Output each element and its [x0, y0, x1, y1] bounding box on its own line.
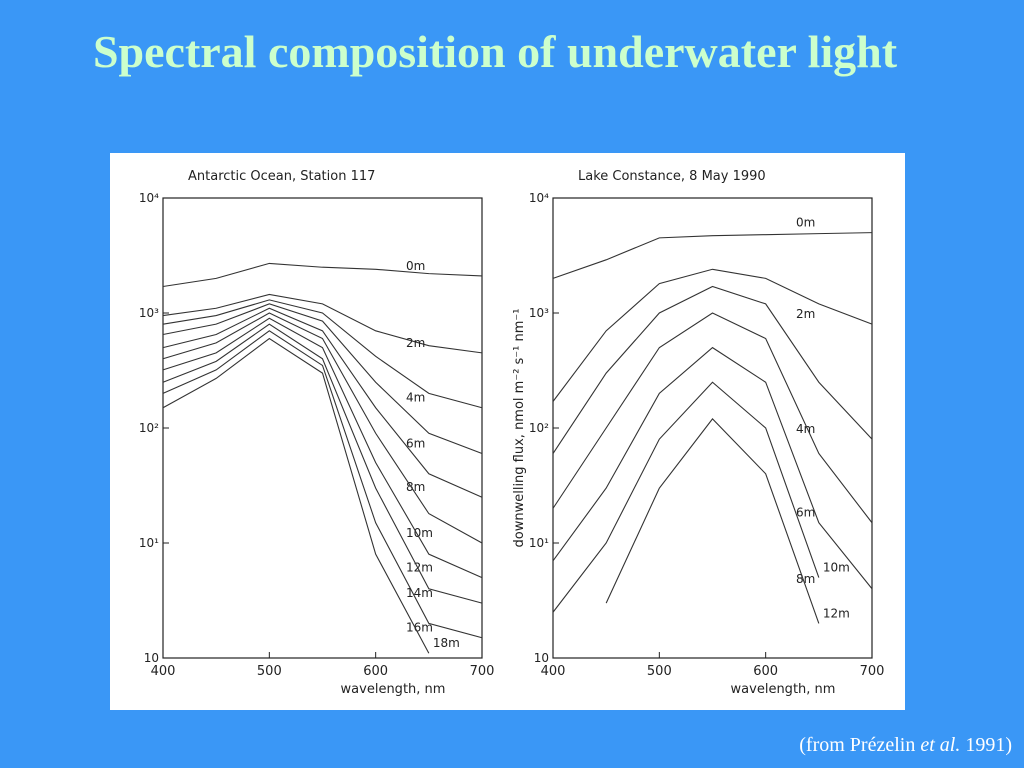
depth-label: 2m: [406, 336, 425, 350]
x-tick-label: 500: [647, 664, 672, 679]
depth-label: 10m: [823, 561, 850, 575]
spectrum-line: [552, 381, 820, 613]
y-tick-label: 10³: [139, 306, 159, 320]
spectrum-line: [162, 303, 483, 455]
spectrum-line: [552, 285, 873, 454]
x-tick-label: 500: [257, 664, 282, 679]
depth-label: 4m: [796, 422, 815, 436]
spectrum-line: [162, 312, 483, 544]
depth-label: 8m: [406, 480, 425, 494]
x-tick-label: 700: [470, 664, 495, 679]
x-axis-label: wavelength, nm: [341, 682, 446, 697]
spectrum-line: [552, 232, 873, 279]
figure: Antarctic Ocean, Station 117 wavelength, …: [110, 153, 905, 710]
chart-title: Lake Constance, 8 May 1990: [578, 169, 766, 184]
spectrum-line: [162, 307, 483, 498]
spectrum-line: [552, 346, 873, 590]
spectrum-line: [162, 299, 483, 409]
depth-label: 2m: [796, 307, 815, 321]
depth-label: 12m: [823, 606, 850, 620]
depth-label: 0m: [406, 259, 425, 273]
citation-text: 1991): [960, 734, 1012, 756]
x-tick-label: 600: [363, 664, 388, 679]
depth-label: 14m: [406, 586, 433, 600]
depth-label: 6m: [796, 506, 815, 520]
y-tick-label: 10¹: [529, 536, 549, 550]
citation-text: (from Prézelin: [799, 734, 921, 756]
depth-label: 8m: [796, 572, 815, 586]
chart-title: Antarctic Ocean, Station 117: [188, 169, 375, 184]
depth-label: 4m: [406, 391, 425, 405]
y-tick-label: 10²: [529, 421, 549, 435]
y-axis-label: downwelling flux, nmol m⁻² s⁻¹ nm⁻¹: [512, 309, 527, 548]
x-tick-label: 400: [541, 664, 566, 679]
depth-label: 0m: [796, 216, 815, 230]
slide-title: Spectral composition of underwater light: [92, 26, 898, 77]
spectrum-line: [552, 268, 873, 402]
depth-label: 18m: [433, 636, 460, 650]
y-tick-label: 10⁴: [529, 191, 549, 205]
y-tick-label: 10²: [139, 421, 159, 435]
x-axis-label: wavelength, nm: [731, 682, 836, 697]
citation-italic: et al.: [920, 734, 961, 756]
spectrum-line: [162, 262, 483, 288]
x-tick-label: 700: [860, 664, 885, 679]
x-tick-label: 400: [151, 664, 176, 679]
spectrum-line: [162, 317, 483, 579]
y-tick-label: 10⁴: [139, 191, 159, 205]
depth-label: 6m: [406, 437, 425, 451]
spectrum-line: [162, 330, 483, 639]
figure-background: [110, 153, 905, 710]
citation: (from Prézelin et al. 1991): [799, 734, 1012, 757]
y-tick-label: 10¹: [139, 536, 159, 550]
spectrum-line: [162, 337, 430, 654]
y-tick-label: 10³: [529, 306, 549, 320]
spectrum-line: [605, 418, 820, 624]
depth-label: 12m: [406, 561, 433, 575]
spectrum-line: [162, 323, 483, 604]
y-tick-label: 10: [534, 651, 549, 665]
y-tick-label: 10: [144, 651, 159, 665]
spectrum-line: [162, 293, 483, 354]
spectrum-line: [552, 312, 873, 524]
depth-label: 10m: [406, 526, 433, 540]
depth-label: 16m: [406, 621, 433, 635]
x-tick-label: 600: [753, 664, 778, 679]
